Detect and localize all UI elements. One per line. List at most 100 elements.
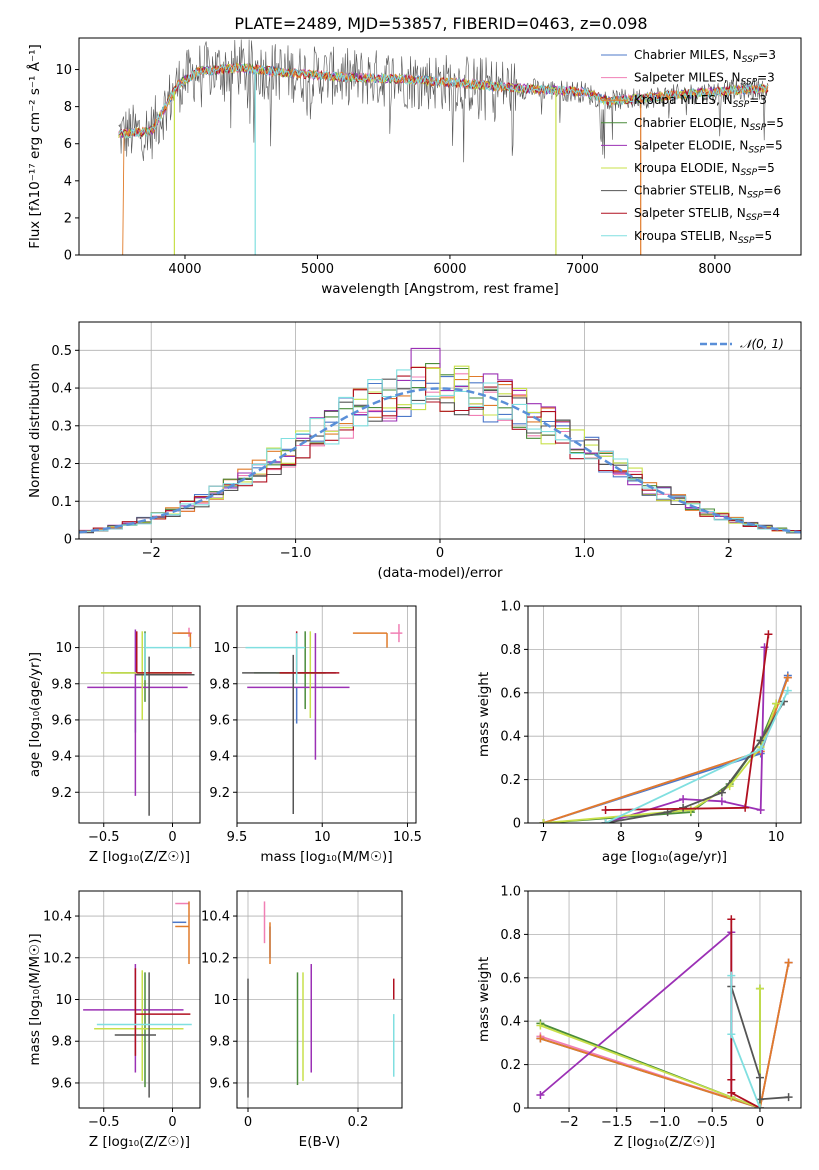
axes-frame: [236, 890, 403, 1109]
histogram-step: [79, 369, 801, 533]
x-tick-label: 0: [756, 1115, 764, 1130]
legend-label: Salpeter MILES, NSSP=3: [634, 71, 775, 88]
weight-line: [605, 647, 766, 823]
y-tick-label: 0.2: [500, 1058, 521, 1073]
weight-marker: [536, 1034, 545, 1043]
legend-label: Chabrier ELODIE, NSSP=5: [634, 116, 784, 133]
y-tick-label: 9.4: [51, 750, 72, 765]
x-tick-label: 0.2: [348, 1115, 369, 1130]
weight-marker: [755, 1104, 764, 1108]
x-tick-label: −0.5: [88, 1115, 120, 1130]
axes-frame: [78, 605, 201, 824]
weight-line: [540, 988, 761, 1108]
histogram-step: [79, 378, 801, 534]
axes-frame: [78, 37, 802, 256]
weight-marker: [601, 805, 610, 814]
x-tick-label: 7: [539, 830, 547, 845]
x-axis-label: Z [log₁₀(Z/Z☉)]: [89, 849, 190, 865]
y-tick-label: 10: [213, 641, 230, 656]
y-axis-label: age [log₁₀(age/yr)]: [27, 652, 43, 777]
y-tick-label: 8: [64, 100, 72, 115]
weight-marker: [783, 686, 792, 695]
plot-area-weight_vs_Z: [536, 915, 793, 1108]
y-tick-label: 0.2: [500, 773, 521, 788]
x-tick-label: 1.0: [574, 546, 595, 561]
gaussian-curve: [79, 387, 801, 534]
legend-label: Salpeter ELODIE, NSSP=5: [634, 138, 783, 155]
weight-marker: [783, 673, 792, 682]
weight-line: [730, 986, 789, 1101]
axes-spectrum: 4000 5000 6000 7000 8000 0 2 4 6 8 10 wavelength [A…: [26, 37, 802, 297]
x-tick-label: −2: [559, 1115, 578, 1130]
y-tick-label: 0: [64, 249, 72, 264]
y-axis-label: mass weight: [476, 957, 492, 1042]
weight-marker: [679, 803, 688, 812]
weight-line: [540, 962, 790, 1108]
weight-marker: [756, 745, 765, 754]
y-tick-label: 10: [55, 993, 72, 1008]
weight-marker: [601, 819, 610, 823]
x-tick-label: 7000: [566, 262, 599, 277]
legend-label: Chabrier STELIB, NSSP=6: [634, 184, 781, 201]
plot-area-residuals: [79, 347, 801, 534]
weight-marker: [717, 788, 726, 797]
y-axis-label: mass [log₁₀(M/M☉)]: [27, 933, 43, 1065]
weight-marker: [686, 805, 695, 814]
axes-residuals: −2 −1.0 0 1.0 2 0 0.1 0.2 0.3 0.4 0.5 (data-model)/…: [27, 321, 802, 581]
x-axis-label: (data-model)/error: [377, 565, 503, 581]
axes-frame: [78, 890, 201, 1109]
y-tick-label: 10: [213, 993, 230, 1008]
legend: 𝒩(0, 1): [700, 337, 784, 351]
x-tick-label: 9.5: [227, 830, 248, 845]
y-tick-label: 6: [64, 137, 72, 152]
y-tick-label: 0.1: [51, 495, 72, 510]
weight-marker: [764, 630, 773, 639]
axes-age_vs_mass: 9.5 10 10.5 9.2 9.4 9.6 9.8 10 mass [log₁₀(M/M☉)…: [209, 605, 422, 865]
y-axis-label: Flux [fλ10⁻¹⁷ erg cm⁻² s⁻¹ Å⁻¹]: [26, 44, 43, 249]
y-tick-label: 0: [513, 817, 521, 832]
y-tick-label: 9.4: [209, 750, 230, 765]
axes-mass_vs_Z: −0.5 0 9.6 9.8 10 10.2 10.4 Z [log₁₀(Z/Z☉)] mass…: [27, 890, 201, 1150]
y-tick-label: 9.8: [51, 677, 72, 692]
weight-marker: [755, 984, 764, 993]
y-tick-label: 10.4: [201, 910, 230, 925]
y-tick-label: 9.6: [51, 1076, 72, 1091]
weight-marker: [679, 795, 688, 804]
x-axis-label: age [log₁₀(age/yr)]: [602, 849, 727, 865]
y-tick-label: 0.6: [500, 686, 521, 701]
plot-area-age_vs_mass: [242, 624, 403, 814]
y-tick-label: 0: [513, 1102, 521, 1117]
weight-marker: [727, 1088, 736, 1097]
weight-marker: [727, 971, 736, 980]
plot-area-mass_vs_ebv: [247, 901, 395, 1098]
x-tick-label: −1.0: [280, 546, 312, 561]
x-tick-label: 0: [244, 1115, 252, 1130]
y-tick-label: 0.8: [500, 928, 521, 943]
weight-marker: [784, 1093, 793, 1102]
x-tick-label: 4000: [168, 262, 201, 277]
axes-mass_vs_ebv: 0 0.2 9.6 9.8 10 10.2 10.4 E(B-V): [201, 890, 403, 1150]
weight-marker: [741, 803, 750, 812]
y-tick-label: 9.6: [209, 1076, 230, 1091]
plot-area-spectrum: [118, 39, 769, 255]
y-tick-label: 0.2: [51, 457, 72, 472]
legend-label: Kroupa ELODIE, NSSP=5: [634, 161, 775, 178]
weight-marker: [727, 915, 736, 924]
weight-marker: [755, 1073, 764, 1082]
x-tick-label: 0: [436, 546, 444, 561]
y-tick-label: 0.5: [51, 344, 72, 359]
y-tick-label: 10: [55, 641, 72, 656]
plot-area-weight_vs_age: [539, 630, 792, 823]
y-tick-label: 10.2: [201, 951, 230, 966]
x-tick-label: 5000: [301, 262, 334, 277]
y-tick-label: 9.8: [209, 1035, 230, 1050]
x-tick-label: 0: [168, 1115, 176, 1130]
weight-marker: [784, 958, 793, 967]
x-axis-label: wavelength [Angstrom, rest frame]: [321, 281, 559, 297]
y-tick-label: 0.3: [51, 419, 72, 434]
legend-label: Salpeter STELIB, NSSP=4: [634, 206, 780, 223]
legend-label: 𝒩(0, 1): [740, 337, 784, 351]
x-tick-label: −0.5: [696, 1115, 728, 1130]
plot-area-age_vs_Z: [87, 627, 195, 816]
weight-marker: [536, 1021, 545, 1030]
